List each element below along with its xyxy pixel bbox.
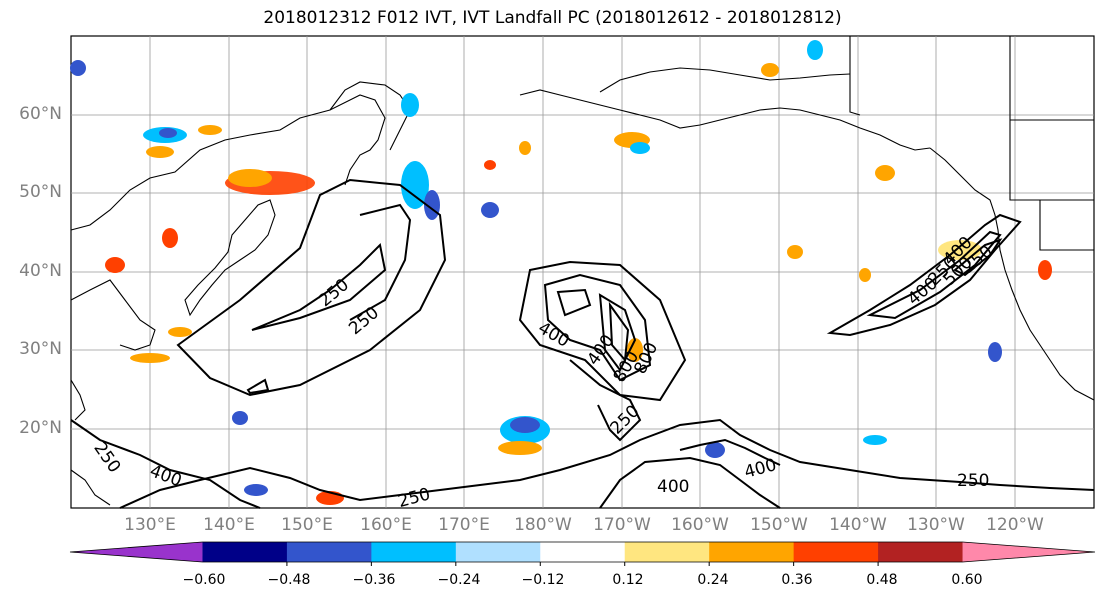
coastlines [70,36,1095,506]
contour-label: 400 [657,477,689,497]
colorbar-extend-low [70,542,203,562]
lat-label: 50°N [19,182,62,202]
colorbar-outline [69,541,1096,563]
lon-label: 160°W [671,515,729,535]
colorbar-tick-label: 0.36 [781,572,813,588]
contour-label: 250 [957,471,989,491]
colorbar-segment [371,542,457,562]
lon-label: 180°W [514,515,572,535]
lat-label: 40°N [19,261,62,281]
colorbar-tick-label: 0.48 [866,572,898,588]
lat-label: 30°N [19,339,62,359]
colorbar-tick-label: −0.24 [437,572,481,588]
map-title: 2018012312 F012 IVT, IVT Landfall PC (20… [263,8,842,28]
ivt-contours [70,178,1095,509]
colorbar-segment [202,542,288,562]
lon-label: 130°W [907,515,965,535]
colorbar-tick-label: 0.60 [951,572,983,588]
colorbar-tick-label: −0.48 [267,572,311,588]
lon-label: 160°E [360,515,412,535]
colorbar-segment [793,542,879,562]
colorbar-extend-high [962,542,1095,562]
colorbar-tick-label: −0.12 [521,572,565,588]
colorbar-segment [624,542,710,562]
colorbar-tick-label: −0.36 [352,572,396,588]
colorbar-segment [540,542,626,562]
lon-label: 120°W [986,515,1044,535]
lon-label: 140°E [203,515,255,535]
lon-label: 170°W [593,515,651,535]
pc-shading [70,40,1052,505]
lon-label: 140°W [829,515,887,535]
colorbar-segment [709,542,795,562]
colorbar [69,541,1096,566]
colorbar-tick-label: 0.24 [697,572,729,588]
lon-label: 130°E [124,515,176,535]
graticule [71,36,1094,508]
lat-label: 60°N [19,104,62,124]
colorbar-segment [455,542,541,562]
colorbar-tick-label: −0.60 [182,572,226,588]
colorbar-tick-label: 0.12 [612,572,644,588]
lon-label: 150°W [750,515,808,535]
lon-label: 170°E [438,515,490,535]
colorbar-segment [286,542,372,562]
lon-label: 150°E [281,515,333,535]
colorbar-segment [878,542,964,562]
lat-label: 20°N [19,418,62,438]
